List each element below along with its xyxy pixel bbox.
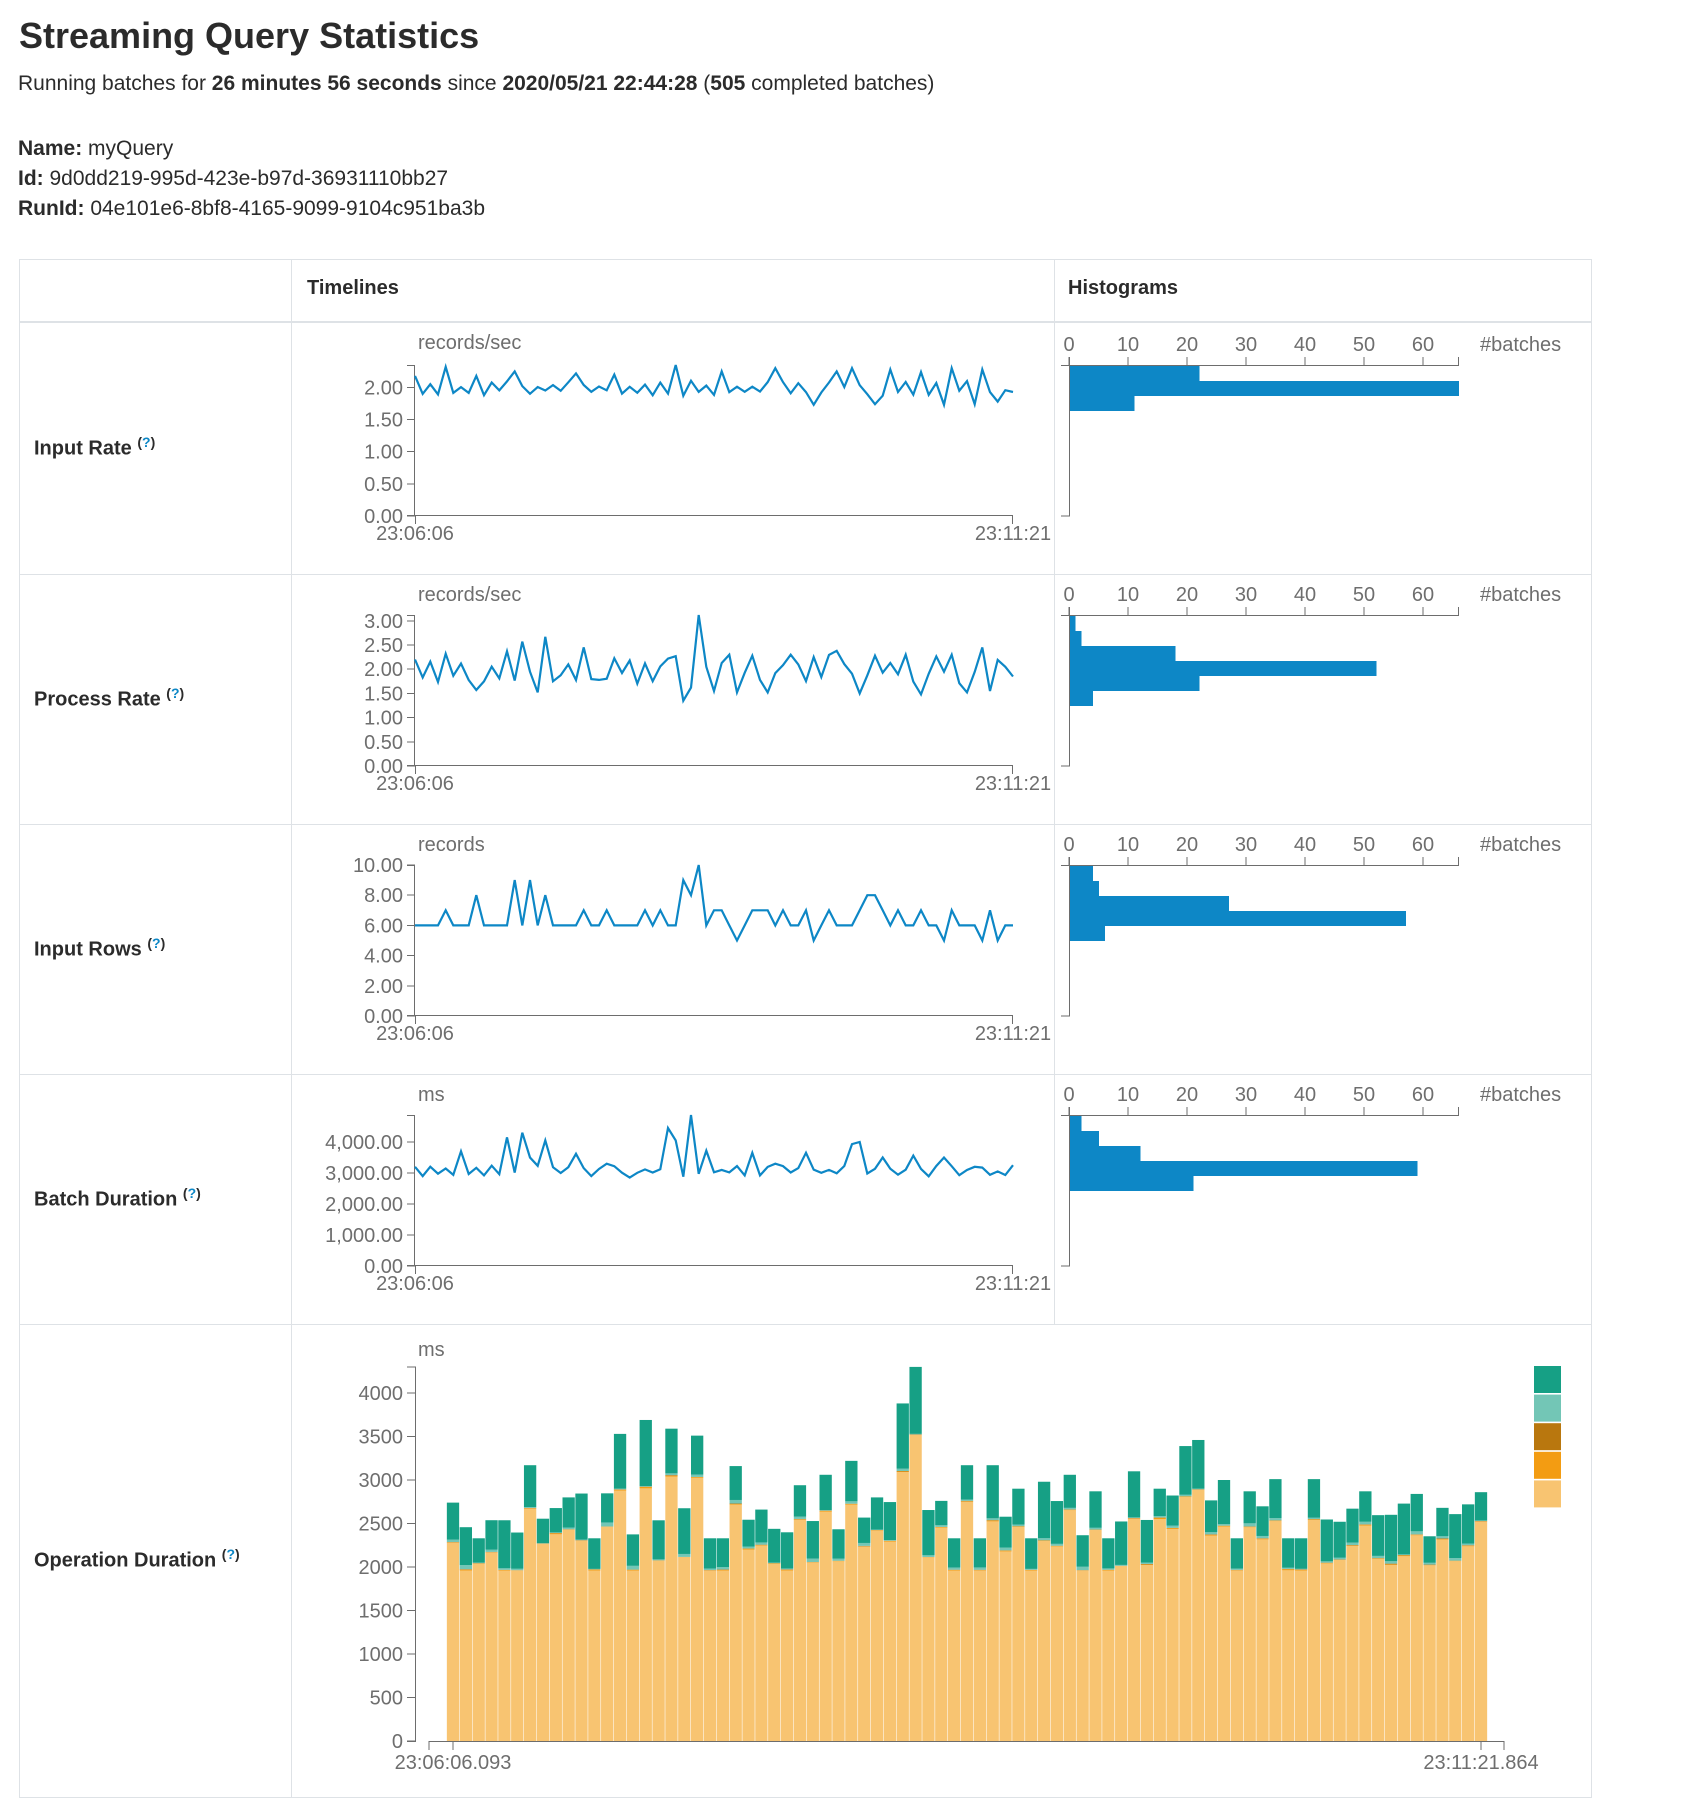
svg-text:30: 30 <box>1235 834 1257 856</box>
svg-text:#batches: #batches <box>1480 834 1561 856</box>
svg-text:0.00: 0.00 <box>364 1256 403 1278</box>
svg-text:20: 20 <box>1176 584 1198 606</box>
svg-text:0.00: 0.00 <box>364 1006 403 1028</box>
svg-text:6.00: 6.00 <box>364 915 403 937</box>
svg-text:0.00: 0.00 <box>364 756 403 778</box>
svg-text:records: records <box>418 834 485 856</box>
svg-text:60: 60 <box>1412 834 1434 856</box>
svg-text:8.00: 8.00 <box>364 885 403 907</box>
svg-text:2500: 2500 <box>359 1514 404 1536</box>
svg-text:23:11:21: 23:11:21 <box>975 773 1051 795</box>
svg-text:40: 40 <box>1294 584 1316 606</box>
svg-text:40: 40 <box>1294 834 1316 856</box>
svg-text:60: 60 <box>1412 584 1434 606</box>
svg-text:23:06:06: 23:06:06 <box>376 1273 454 1295</box>
svg-text:3.00: 3.00 <box>364 611 403 633</box>
svg-text:1000: 1000 <box>359 1644 404 1666</box>
svg-text:23:11:21.864: 23:11:21.864 <box>1423 1752 1538 1774</box>
svg-text:0.50: 0.50 <box>364 732 403 754</box>
svg-text:2,000.00: 2,000.00 <box>325 1194 403 1216</box>
svg-text:0: 0 <box>392 1731 403 1753</box>
svg-text:0.00: 0.00 <box>364 506 403 528</box>
svg-text:1500: 1500 <box>359 1601 404 1623</box>
svg-text:1.50: 1.50 <box>364 410 403 432</box>
svg-text:60: 60 <box>1412 1084 1434 1106</box>
svg-text:23:06:06: 23:06:06 <box>376 523 454 545</box>
svg-text:#batches: #batches <box>1480 584 1561 606</box>
svg-text:records/sec: records/sec <box>418 332 521 354</box>
svg-text:20: 20 <box>1176 834 1198 856</box>
svg-text:0: 0 <box>1063 1084 1074 1106</box>
svg-text:2.00: 2.00 <box>364 377 403 399</box>
svg-text:20: 20 <box>1176 334 1198 356</box>
svg-text:1.00: 1.00 <box>364 708 403 730</box>
svg-text:0: 0 <box>1063 334 1074 356</box>
svg-text:10: 10 <box>1117 584 1139 606</box>
svg-text:10.00: 10.00 <box>353 855 403 877</box>
svg-text:0.50: 0.50 <box>364 474 403 496</box>
svg-text:23:11:21: 23:11:21 <box>975 1023 1051 1045</box>
svg-text:30: 30 <box>1235 1084 1257 1106</box>
svg-text:4,000.00: 4,000.00 <box>325 1132 403 1154</box>
svg-text:40: 40 <box>1294 1084 1316 1106</box>
svg-text:3000: 3000 <box>359 1470 404 1492</box>
svg-text:2.00: 2.00 <box>364 659 403 681</box>
svg-text:23:06:06.093: 23:06:06.093 <box>395 1752 512 1774</box>
svg-text:50: 50 <box>1353 1084 1375 1106</box>
svg-text:10: 10 <box>1117 1084 1139 1106</box>
svg-text:#batches: #batches <box>1480 1084 1561 1106</box>
svg-text:10: 10 <box>1117 834 1139 856</box>
svg-text:2.50: 2.50 <box>364 635 403 657</box>
svg-text:30: 30 <box>1235 334 1257 356</box>
svg-text:10: 10 <box>1117 334 1139 356</box>
svg-text:3500: 3500 <box>359 1427 404 1449</box>
svg-text:40: 40 <box>1294 334 1316 356</box>
svg-text:1,000.00: 1,000.00 <box>325 1225 403 1247</box>
svg-text:60: 60 <box>1412 334 1434 356</box>
svg-text:0: 0 <box>1063 584 1074 606</box>
svg-text:23:06:06: 23:06:06 <box>376 773 454 795</box>
svg-text:4.00: 4.00 <box>364 946 403 968</box>
svg-text:50: 50 <box>1353 584 1375 606</box>
svg-text:4000: 4000 <box>359 1383 404 1405</box>
svg-text:0: 0 <box>1063 834 1074 856</box>
svg-text:2.00: 2.00 <box>364 976 403 998</box>
svg-text:30: 30 <box>1235 584 1257 606</box>
svg-text:50: 50 <box>1353 834 1375 856</box>
svg-text:23:11:21: 23:11:21 <box>975 1273 1051 1295</box>
svg-text:3,000.00: 3,000.00 <box>325 1163 403 1185</box>
svg-text:ms: ms <box>418 1084 445 1106</box>
svg-text:23:06:06: 23:06:06 <box>376 1023 454 1045</box>
svg-text:2000: 2000 <box>359 1557 404 1579</box>
svg-text:records/sec: records/sec <box>418 584 521 606</box>
svg-text:#batches: #batches <box>1480 334 1561 356</box>
svg-text:ms: ms <box>418 1339 445 1361</box>
svg-text:20: 20 <box>1176 1084 1198 1106</box>
svg-text:50: 50 <box>1353 334 1375 356</box>
svg-text:1.50: 1.50 <box>364 683 403 705</box>
svg-text:1.00: 1.00 <box>364 442 403 464</box>
svg-text:500: 500 <box>370 1688 403 1710</box>
svg-text:23:11:21: 23:11:21 <box>975 523 1051 545</box>
